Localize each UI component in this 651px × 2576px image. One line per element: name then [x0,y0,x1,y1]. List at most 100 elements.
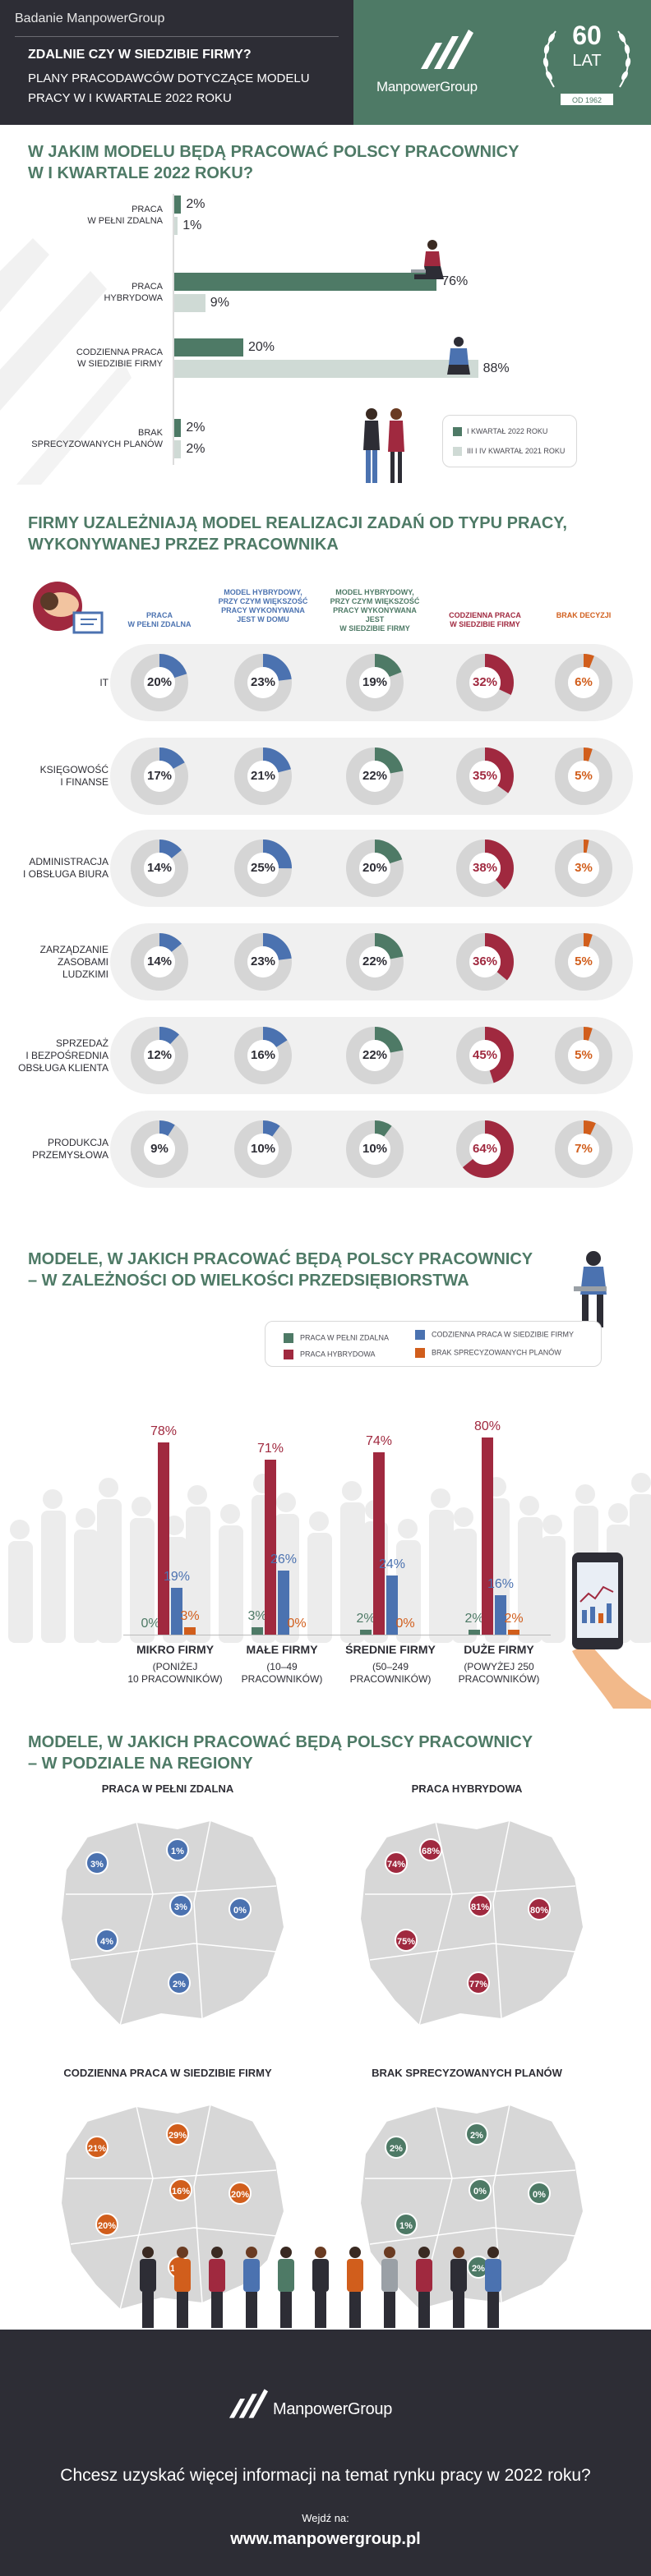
donut-segment [456,654,514,711]
legend3-none: BRAK SPRECYZOWANYCH PLANÓW [415,1348,561,1358]
crowd-head [342,1481,362,1501]
section3-legend: PRACA W PEŁNI ZDALNA PRACA HYBRYDOWA COD… [265,1321,602,1367]
bar-value-label: 20% [248,340,275,354]
region-value-dot: 68% [419,1838,442,1861]
crowd-head [132,1497,151,1516]
bar [174,440,182,458]
bar [174,273,437,291]
section3-title: MODELE, W JAKICH PRACOWAĆ BĘDĄ POLSCY PR… [28,1249,533,1291]
firm-size-label: DUŻE FIRMY [464,1643,534,1656]
donut-chart [555,748,612,805]
section2-title-line1: FIRMY UZALEŻNIAJĄ MODEL REALIZACJI ZADAŃ… [28,514,567,532]
region-value-dot: 3% [169,1894,192,1917]
bar [174,196,182,214]
donut-hole [144,853,175,884]
donut-hole [144,667,175,698]
header-brand-panel: ManpowerGroup 60 LAT OD 1962 [353,0,651,125]
person-body [416,2259,432,2292]
person-head [211,2247,223,2258]
bar-value-label: 0% [395,1617,415,1631]
donut-chart [131,1120,188,1178]
person-head [142,2247,154,2258]
section4-title: MODELE, W JAKICH PRACOWAĆ BĘDĄ POLSCY PR… [28,1732,533,1774]
donut-chart [346,840,404,897]
bar [373,1452,385,1635]
donut-hole [144,1040,175,1071]
donut-hole [247,667,279,698]
person-body [209,2259,225,2292]
region-value-dot: 0% [469,2178,492,2201]
section4-title-line1: MODELE, W JAKICH PRACOWAĆ BĘDĄ POLSCY PR… [28,1733,533,1751]
firm-size-label: ŚREDNIE FIRMY [345,1643,436,1656]
donut-hole [247,1040,279,1071]
bar-value-label: 2% [186,442,205,456]
donut-segment [131,933,188,991]
donut-hole [359,667,390,698]
crowd-body [396,1540,421,1643]
bar-value-label: 71% [256,1442,284,1456]
donut-segment [346,748,404,805]
person-body [174,2259,191,2292]
donut-chart [555,840,612,897]
donut-value-label: 36% [472,954,498,968]
person-head [280,2247,292,2258]
bar [265,1460,276,1635]
donut-hole [469,1134,501,1165]
region-border [70,1943,277,1961]
donut-value-label: 14% [146,954,173,968]
bar-value-label: 78% [150,1424,178,1438]
anniv-since: OD 1962 [572,96,602,104]
donut-value-label: 10% [362,1142,388,1156]
donut-value-label: 10% [250,1142,276,1156]
region-value-dot: 74% [385,1852,408,1874]
donut-value-label: 22% [362,1048,388,1062]
person-body [450,2259,467,2292]
footer-url-link[interactable]: www.manpowergroup.pl [230,2530,421,2548]
bar-value-label: 3% [180,1609,200,1623]
bar [469,1630,480,1635]
donut-segment [555,748,612,805]
bar-value-label: 88% [482,361,510,375]
donut-hole [469,667,501,698]
person-body [381,2259,398,2292]
firm-size-sub: PRACOWNIKÓW) [241,1673,323,1685]
donut-value-label: 14% [146,861,173,875]
person-legs [349,2292,361,2328]
row-label: ADMINISTRACJA I OBSŁUGA BIURA [22,856,108,880]
bar [174,217,178,235]
section2-title-line2: WYKONYWANEJ PRZEZ PRACOWNIKA [28,536,339,554]
donut-chart [234,933,292,991]
person-head [177,2247,188,2258]
crowd-head [10,1520,30,1539]
row-label: SPRZEDAŻ I BEZPOŚREDNIA OBSŁUGA KLIENTA [18,1037,108,1074]
donut-chart [456,1120,514,1178]
footer: ManpowerGroup Chcesz uzyskać więcej info… [0,2330,651,2576]
donut-value-label: 20% [146,675,173,689]
phone-in-hand-icon [572,1552,651,1709]
crowd-head [220,1504,240,1524]
bar-category-label: PRACA W PEŁNI ZDALNA [87,205,163,226]
section3-title-line2: – W ZALEŻNOŚCI OD WIELKOŚCI PRZEDSIĘBIOR… [28,1272,469,1290]
bar [158,1442,169,1635]
region-value-dot: 20% [229,2182,252,2205]
bar [495,1595,506,1635]
donut-chart [346,654,404,711]
donut-segment [456,840,514,897]
crowd-head [187,1485,207,1505]
column-header: BRAK DECYZJI [556,611,612,619]
crowd-body [452,1529,477,1643]
region-value-dot: 4% [95,1929,118,1952]
region-value-dot: 80% [528,1898,551,1920]
person-head [384,2247,395,2258]
section1-title: W JAKIM MODELU BĘDĄ PRACOWAĆ POLSCY PRAC… [28,141,519,184]
person-head [315,2247,326,2258]
donut-chart [555,1120,612,1178]
donut-segment [456,1120,514,1178]
crowd-head [542,1515,562,1534]
crowd-body [186,1506,210,1643]
header-title: ZDALNIE CZY W SIEDZIBIE FIRMY? [28,48,252,62]
section1-legend: I KWARTAŁ 2022 ROKU III I IV KWARTAŁ 202… [442,415,577,467]
donut-segment [131,1120,188,1178]
map-outline [358,1819,585,2027]
bar-value-label: 76% [441,274,469,288]
